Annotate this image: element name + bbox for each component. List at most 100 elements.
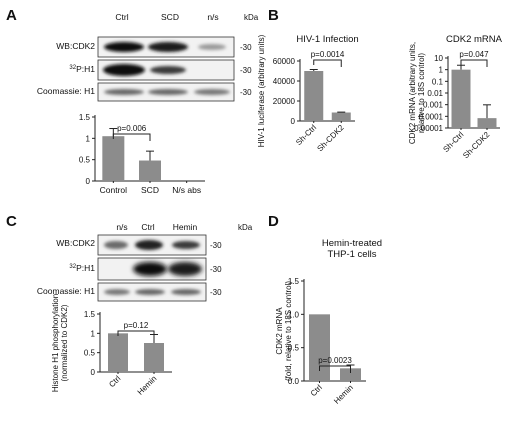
chart-b-cdk2-mrna: 10 1 0.1 0.01 0.001 0.0001 0.00001Sh-CtrlSh-CD…: [408, 34, 503, 160]
chart-title: THP-1 cells: [327, 249, 376, 260]
y-tick-label: 0.01: [427, 89, 443, 98]
y-tick-label: 0.001: [423, 101, 444, 110]
chart-title: HIV-1 Infection: [296, 34, 358, 45]
chart-title: Hemin-treated: [322, 238, 382, 249]
p-value-label: p=0.12: [124, 321, 149, 330]
blot-row-label-c1: WB:CDK2: [56, 238, 95, 248]
panel-letter-d: D: [268, 213, 279, 230]
lane-label-c-ns: n/s: [116, 222, 127, 232]
y-axis-label: HIV-1 luciferase (arbitrary units): [257, 34, 266, 147]
kda-header-a: kDa: [244, 13, 259, 22]
label-rest: P:H1: [76, 263, 95, 273]
panel-letter-c: C: [6, 213, 17, 230]
y-axis-label: CDK2 mRNA: [275, 307, 284, 355]
y-tick-label: 0.00001: [414, 124, 443, 133]
y-axis-label: CDK2 mRNA (arbitrary units,: [408, 42, 417, 144]
lane-label-a-scd: SCD: [161, 12, 179, 22]
lane-label-c-hemin: Hemin: [173, 222, 198, 232]
blot-row-label-a1: WB:CDK2: [56, 41, 95, 51]
lane-label-a-ctrl: Ctrl: [115, 12, 128, 22]
band: [135, 240, 163, 250]
y-axis-label: (fold, relative to 18S control): [284, 281, 293, 381]
panel-letter-a: A: [6, 7, 17, 24]
bar-hemin: [340, 368, 361, 381]
panel-letter-b: B: [268, 7, 279, 24]
kda-a1: -30: [240, 43, 252, 52]
y-tick-label: 1.5: [79, 113, 91, 122]
band: [133, 262, 167, 276]
bar-sh-cdk2: [477, 118, 497, 128]
kda-c1: -30: [210, 241, 222, 250]
x-tick-label: Hemin: [332, 383, 355, 406]
x-tick-label: N/s abs: [172, 185, 201, 195]
significance-bracket: [319, 365, 351, 373]
chart-title: CDK2 mRNA: [446, 34, 503, 45]
p-value-label: p=0.047: [459, 50, 489, 59]
superscript: 32: [69, 264, 76, 270]
band: [103, 64, 145, 76]
blot-row-label-c2: 32P:H1: [69, 263, 95, 273]
bar-hemin: [144, 343, 164, 372]
blot-row-label-c3: Coomassie: H1: [37, 286, 95, 296]
band: [198, 44, 226, 50]
blot-a: Ctrl SCD n/s kDa WB:CDK2 -30 32P:H1 -30 …: [37, 12, 259, 102]
x-tick-label: Control: [100, 185, 128, 195]
significance-bracket: [117, 330, 155, 338]
band: [135, 289, 165, 295]
chart-a: 0 0.5 1 1.5 Control SCD N/s abs p=0.006: [79, 113, 205, 195]
lane-label-c-ctrl: Ctrl: [141, 222, 154, 232]
y-tick-label: 0.0001: [419, 112, 444, 121]
blot-row-label-a2: 32P:H1: [69, 64, 95, 74]
y-tick-label: 1: [91, 329, 96, 338]
superscript: 32: [69, 65, 76, 71]
kda-header-c: kDa: [238, 223, 253, 232]
blot-row-label-a3: Coomassie: H1: [37, 86, 95, 96]
x-tick-label: Sh-CDK2: [315, 123, 346, 154]
bar-ctrl: [309, 314, 330, 381]
y-tick-label: 40000: [273, 77, 296, 86]
kda-a2: -30: [240, 66, 252, 75]
y-tick-label: 0.1: [432, 77, 444, 86]
y-tick-label: 0.5: [79, 156, 91, 165]
band: [104, 241, 128, 249]
chart-d: 0.0 0.5 1.0 1.5 Ctrl Hemin p=0.0023 Hemin-treat…: [275, 238, 382, 406]
significance-bracket: [313, 59, 342, 67]
bar-sh-ctrl: [304, 71, 324, 121]
y-tick-label: 0: [291, 117, 296, 126]
y-tick-label: 0: [91, 368, 96, 377]
x-tick-label: Ctrl: [107, 374, 122, 389]
y-tick-label: 1: [439, 66, 444, 75]
kda-a3: -30: [240, 88, 252, 97]
band: [168, 262, 202, 276]
y-tick-label: 60000: [273, 57, 296, 66]
x-tick-label: Sh-Ctrl: [294, 123, 318, 147]
band: [194, 89, 230, 95]
chart-c: 0 0.5 1 1.5 Ctrl Hemin p=0.12 Histone H1 phosph…: [51, 294, 172, 397]
y-tick-label: 10: [434, 54, 443, 63]
y-tick-label: 0.5: [288, 344, 300, 353]
band: [150, 66, 186, 74]
bar-control: [102, 136, 125, 181]
lane-label-a-ns: n/s: [207, 12, 218, 22]
y-tick-label: 1.0: [288, 310, 300, 319]
y-tick-label: 0: [86, 177, 91, 186]
x-tick-label: Sh-Ctrl: [441, 130, 465, 154]
x-tick-label: SCD: [141, 185, 159, 195]
bar-ctrl: [108, 333, 128, 372]
x-tick-label: Ctrl: [309, 383, 324, 398]
band: [148, 42, 188, 52]
y-axis-label: Histone H1 phosphorylation: [51, 294, 60, 392]
band: [104, 42, 144, 52]
p-value-label: p=0.006: [117, 124, 147, 133]
band: [104, 289, 130, 295]
y-axis-label: relative to 18S control): [417, 53, 426, 133]
band: [148, 89, 188, 95]
y-tick-label: 20000: [273, 97, 296, 106]
band: [104, 89, 144, 95]
significance-bracket: [460, 59, 488, 67]
bar-scd: [139, 160, 161, 181]
kda-c2: -30: [210, 265, 222, 274]
y-tick-label: 1.5: [84, 310, 96, 319]
